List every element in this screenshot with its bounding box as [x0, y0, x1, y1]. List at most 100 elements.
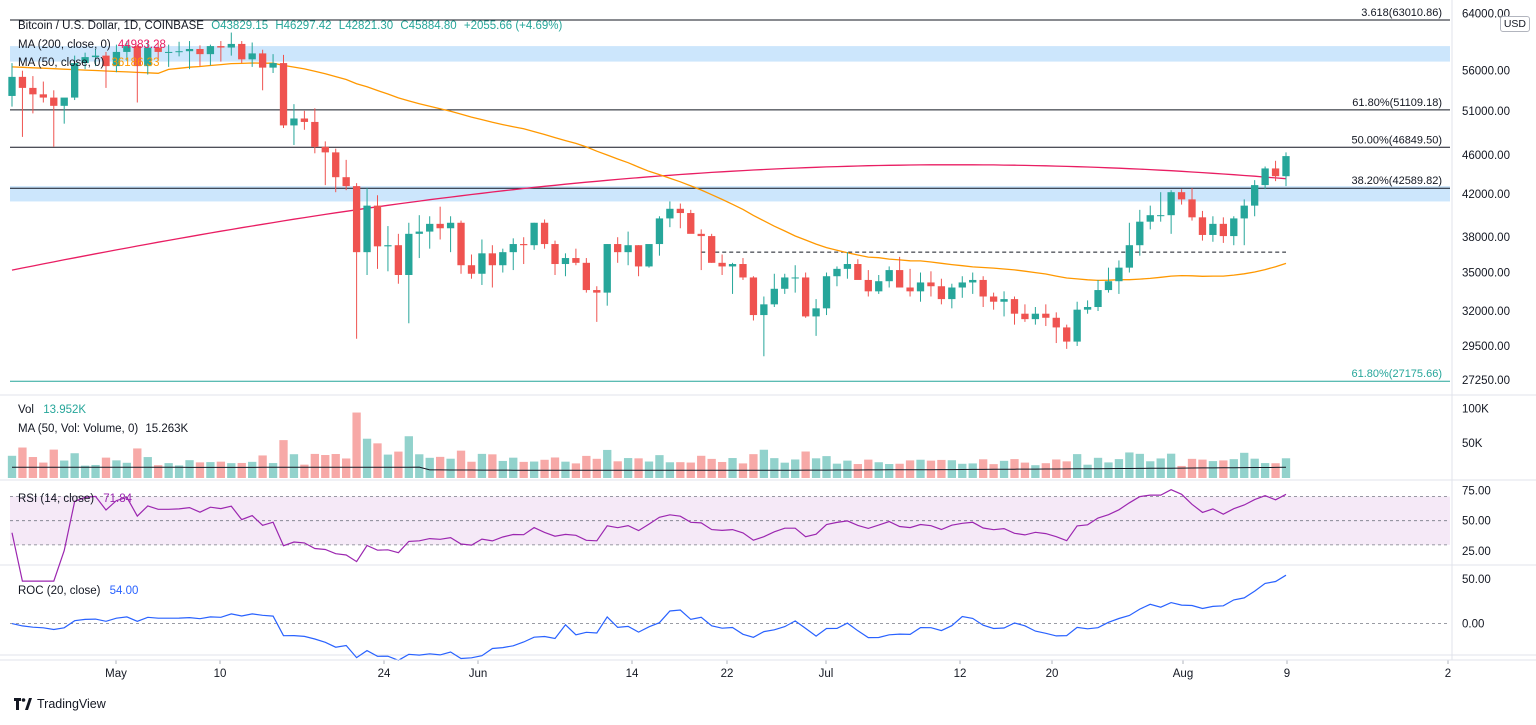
fib-level-label: 61.80%(27175.66)	[1351, 368, 1442, 380]
roc-legend[interactable]: ROC (20, close) 54.00	[18, 585, 138, 597]
candle-body	[572, 258, 580, 263]
candle-body	[238, 43, 246, 60]
volume-bar	[759, 449, 769, 478]
volume-bar	[446, 458, 455, 478]
candle-body	[1282, 156, 1290, 177]
candle-body	[509, 244, 517, 253]
rsi-axis-tick: 75.00	[1462, 485, 1491, 497]
candle-body	[708, 236, 716, 263]
candle-body	[81, 57, 89, 64]
ohlc-open: O43829.15	[211, 20, 269, 32]
candle-body	[916, 282, 925, 292]
candle-body	[749, 277, 758, 316]
candle-body	[436, 223, 444, 229]
candle-body	[206, 46, 215, 55]
volume-bar	[456, 450, 466, 478]
candle-body	[217, 46, 225, 48]
rsi-legend[interactable]: RSI (14, close) 71.84	[18, 493, 132, 505]
volume-bar	[80, 465, 90, 478]
volume-bar	[477, 453, 487, 478]
volume-bar	[70, 453, 79, 478]
volume-bar	[697, 455, 706, 478]
price-axis-tick: 51000.00	[1462, 106, 1510, 118]
volume-bar	[1062, 461, 1071, 478]
rsi-axis-tick: 50.00	[1462, 516, 1491, 528]
volume-bar	[425, 457, 434, 478]
candle-body	[666, 208, 674, 219]
candle-body	[927, 282, 935, 287]
ma50-legend[interactable]: MA (50, close, 0) 36186.33	[18, 57, 159, 69]
candle-body	[60, 97, 68, 106]
time-axis-tick: 9	[1284, 668, 1290, 680]
rsi-axis-tick: 25.00	[1462, 546, 1491, 558]
candle-body	[937, 286, 946, 300]
candle-body	[697, 233, 705, 237]
volume-bar	[1198, 459, 1207, 478]
volume-bar	[540, 459, 549, 478]
ma200-line	[11, 164, 1287, 271]
time-axis-tick: 22	[721, 668, 734, 680]
candle-body	[969, 279, 977, 283]
ma200-legend[interactable]: MA (200, close, 0) 44983.28	[18, 39, 166, 51]
candle-body	[363, 205, 371, 253]
volume-ma-value: 15.263K	[145, 423, 189, 435]
candle-body	[1188, 199, 1196, 218]
candle-body	[603, 244, 611, 293]
roc-axis-tick: 0.00	[1462, 619, 1484, 631]
volume-bar	[979, 459, 988, 478]
volume-bar	[655, 455, 664, 478]
volume-bar	[342, 458, 351, 478]
volume-bar	[1177, 465, 1186, 478]
time-axis-tick: 20	[1046, 668, 1059, 680]
volume-bar	[770, 458, 779, 478]
candle-body	[875, 281, 883, 292]
candle-body	[258, 53, 267, 68]
support-resistance-zone	[10, 46, 1450, 62]
candle-body	[279, 63, 288, 126]
candle-body	[989, 296, 998, 302]
volume-bar	[383, 454, 393, 478]
volume-bar	[885, 464, 894, 478]
volume-bar	[1219, 460, 1228, 478]
tradingview-brand: TradingView	[37, 697, 106, 711]
candle-body	[342, 177, 350, 187]
volume-legend[interactable]: Vol 13.952K	[18, 404, 86, 416]
tradingview-footer[interactable]: TradingView	[14, 697, 106, 711]
volume-bar	[1010, 459, 1019, 478]
candle-body	[384, 245, 392, 247]
time-axis-tick: May	[105, 668, 127, 680]
volume-bar	[321, 455, 330, 478]
symbol-header: Bitcoin / U.S. Dollar, 1D, COINBASE O438…	[18, 20, 562, 32]
candle-body	[854, 264, 862, 280]
tradingview-logo-icon	[14, 698, 32, 710]
candle-body	[1261, 168, 1269, 186]
currency-badge[interactable]: USD	[1499, 16, 1530, 32]
volume-bar	[331, 454, 340, 478]
price-axis-tick: 46000.00	[1462, 150, 1510, 162]
candle-body	[29, 87, 37, 95]
fib-level-label: 38.20%(42589.82)	[1351, 175, 1442, 187]
candle-body	[352, 186, 361, 253]
candle-body	[781, 277, 789, 289]
candle-body	[488, 253, 497, 266]
candle-body	[1209, 223, 1217, 235]
volume-bar	[404, 436, 413, 478]
candle-body	[1136, 221, 1144, 246]
candle-body	[102, 55, 110, 67]
candle-body	[227, 43, 235, 48]
volume-bar	[373, 443, 382, 478]
candle-body	[321, 146, 329, 153]
volume-ma-legend[interactable]: MA (50, Vol: Volume, 0) 15.263K	[18, 423, 188, 435]
time-axis-tick: Jul	[819, 668, 834, 680]
time-axis-tick: 12	[954, 668, 967, 680]
candle-body	[1115, 267, 1123, 282]
candle-body	[269, 63, 277, 68]
price-axis-tick: 27250.00	[1462, 375, 1510, 387]
volume-bar	[289, 454, 299, 478]
candle-body	[1063, 327, 1071, 342]
volume-bar	[1125, 452, 1134, 478]
candle-body	[8, 76, 16, 96]
volume-bar	[39, 462, 48, 478]
volume-bar	[1041, 463, 1050, 478]
